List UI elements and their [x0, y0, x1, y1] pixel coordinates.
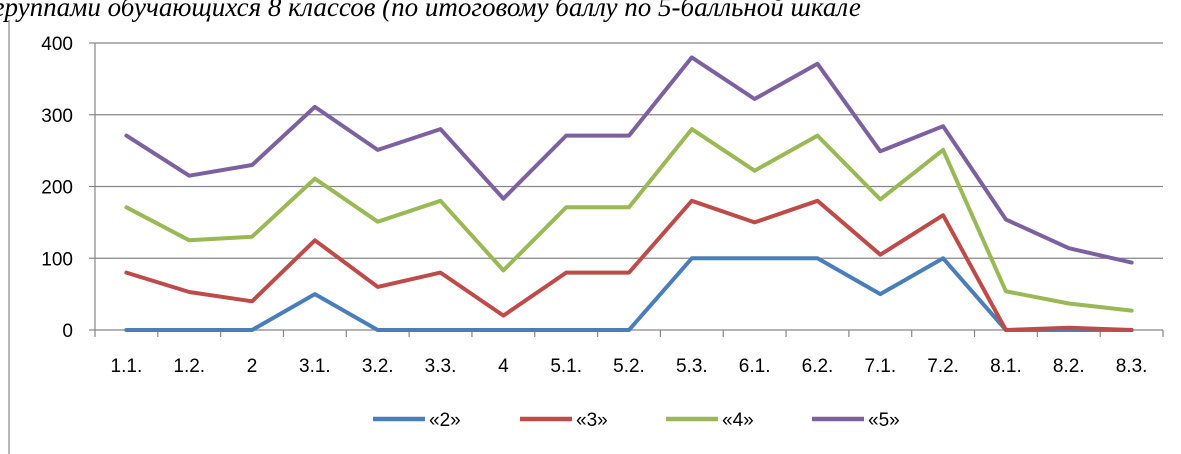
x-tick-label: 1.2.: [173, 356, 205, 377]
y-tick-label: 100: [41, 249, 73, 270]
x-tick-label: 3.2.: [362, 356, 394, 377]
x-tick-label: 8.2.: [1053, 356, 1085, 377]
series-line-4: [124, 55, 1134, 265]
y-tick-label: 0: [62, 321, 73, 342]
gridlines: [95, 42, 1163, 259]
x-tick-label: 3.1.: [299, 356, 331, 377]
x-tick-label: 5.1.: [550, 356, 582, 377]
x-tick-label: 6.1.: [739, 356, 771, 377]
legend-label: «2»: [429, 410, 461, 431]
y-tick-label: 200: [41, 178, 73, 199]
x-tick-label: 6.2.: [802, 356, 834, 377]
x-tick-label: 8.3.: [1116, 356, 1148, 377]
x-tick-label: 7.2.: [927, 356, 959, 377]
y-tick-label: 300: [41, 106, 73, 127]
legend-label: «3»: [576, 410, 608, 431]
x-tick-label: 5.3.: [676, 356, 708, 377]
series-line-1: [124, 256, 1134, 332]
legend-label: «5»: [868, 410, 900, 431]
x-tick-label: 8.1.: [990, 356, 1022, 377]
series-line-2: [124, 198, 1134, 332]
legend-label: «4»: [722, 410, 754, 431]
y-axis-ticks: 0 100 200 300 400: [41, 34, 95, 342]
x-tick-label: 1.1.: [111, 356, 143, 377]
x-tick-label: 5.2.: [613, 356, 645, 377]
series-line-3: [124, 127, 1134, 313]
y-tick-label: 400: [41, 34, 73, 55]
x-tick-label: 4: [498, 356, 509, 377]
x-tick-label: 3.3.: [425, 356, 457, 377]
chart-caption: группами обучающихся 8 классов (по итого…: [0, 0, 861, 22]
x-tick-label: 2: [247, 356, 258, 377]
legend: «2» «3» «4» «5»: [373, 410, 900, 431]
series-lines: [124, 55, 1134, 332]
x-axis-ticks: 1.1. 1.2. 2 3.1. 3.2. 3.3. 4 5.1. 5.2. 5.3. 6.1. 6.…: [94, 330, 1164, 377]
x-tick-label: 7.1.: [864, 356, 896, 377]
